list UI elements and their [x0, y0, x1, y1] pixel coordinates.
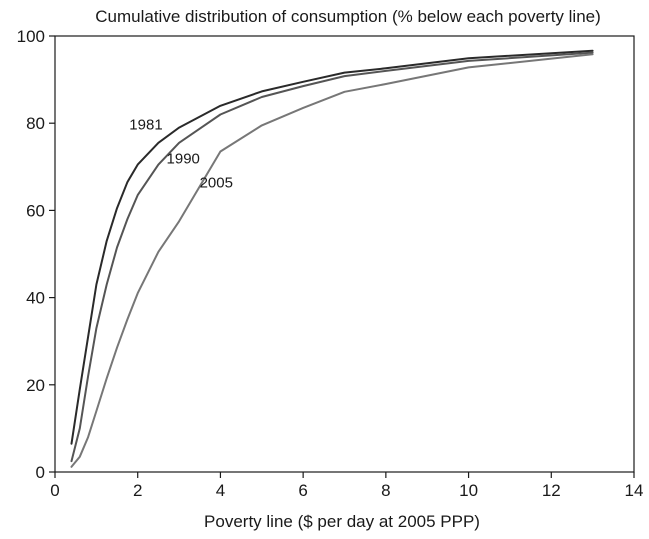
series-line-1981	[70, 49, 594, 445]
series-label-1981: 1981	[129, 117, 162, 134]
series-line-2005	[70, 53, 594, 468]
x-tick-label: 4	[216, 481, 225, 500]
x-tick-label: 12	[542, 481, 561, 500]
y-tick-label: 40	[26, 289, 45, 308]
y-tick-label: 20	[26, 376, 45, 395]
y-tick-label: 80	[26, 114, 45, 133]
x-tick-label: 14	[625, 481, 644, 500]
x-tick-label: 6	[298, 481, 307, 500]
series-label-1990: 1990	[167, 150, 200, 167]
y-tick-label: 60	[26, 201, 45, 220]
x-axis-ticks: 0 2 4 6 8 10 12 14	[50, 472, 643, 500]
x-tick-label: 0	[50, 481, 59, 500]
x-tick-label: 10	[459, 481, 478, 500]
series-line-1990	[70, 51, 594, 463]
x-axis-label: Poverty line ($ per day at 2005 PPP)	[204, 512, 480, 531]
x-tick-label: 2	[133, 481, 142, 500]
plot-frame	[54, 35, 635, 473]
x-tick-label: 8	[381, 481, 390, 500]
series-label-2005: 2005	[200, 175, 233, 192]
chart-title: Cumulative distribution of consumption (…	[95, 7, 601, 26]
series-lines	[70, 49, 594, 468]
y-tick-label: 100	[17, 27, 45, 46]
y-axis-ticks: 0 20 40 60 80 100	[17, 27, 55, 482]
y-tick-label: 0	[36, 463, 45, 482]
